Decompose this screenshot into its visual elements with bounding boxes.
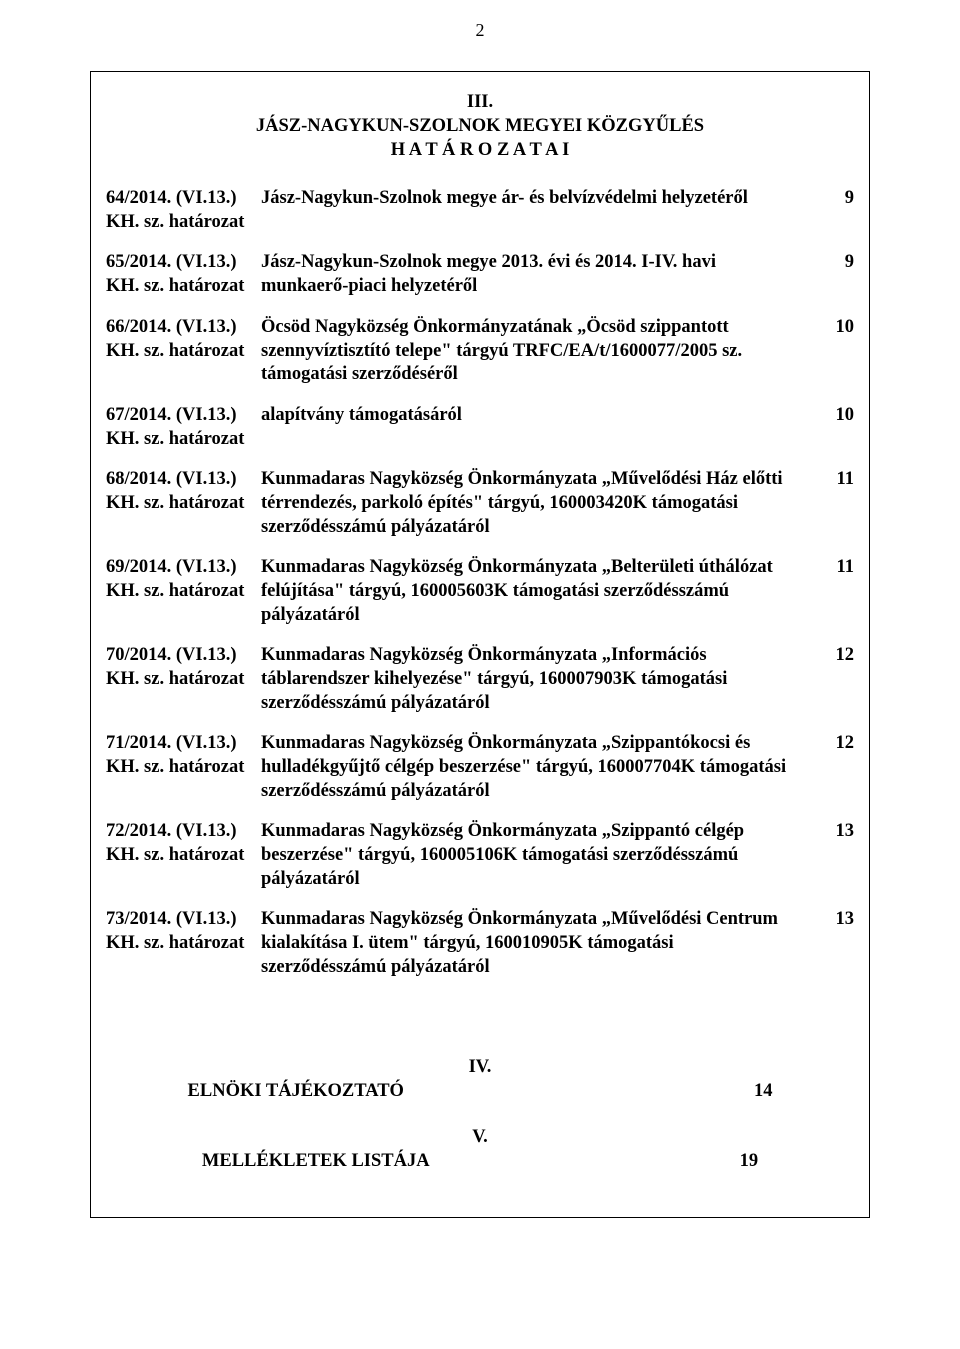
page-number: 2	[90, 20, 870, 41]
resolution-page: 11	[809, 467, 855, 555]
resolution-desc: Öcsöd Nagyközség Önkormányzatának „Öcsöd…	[260, 315, 809, 403]
resolution-page: 12	[809, 643, 855, 731]
resolution-ref: 64/2014. (VI.13.)KH. sz. határozat	[105, 186, 260, 250]
section-3-title-line1: JÁSZ-NAGYKUN-SZOLNOK MEGYEI KÖZGYŰLÉS	[105, 114, 855, 138]
resolution-page: 10	[809, 403, 855, 467]
section-5-page: 19	[740, 1149, 759, 1173]
resolution-desc: Kunmadaras Nagyközség Önkormányzata „Szi…	[260, 731, 809, 819]
table-row: 66/2014. (VI.13.)KH. sz. határozatÖcsöd …	[105, 315, 855, 403]
table-row: 70/2014. (VI.13.)KH. sz. határozatKunmad…	[105, 643, 855, 731]
resolution-page: 12	[809, 731, 855, 819]
resolution-desc: Jász-Nagykun-Szolnok megye ár- és belvíz…	[260, 186, 809, 250]
section-4-title: ELNÖKI TÁJÉKOZTATÓ	[188, 1079, 404, 1103]
resolution-page: 13	[809, 907, 855, 995]
toc-table: 64/2014. (VI.13.)KH. sz. határozatJász-N…	[105, 186, 855, 995]
resolution-ref: 66/2014. (VI.13.)KH. sz. határozat	[105, 315, 260, 403]
footer-sections: IV. ELNÖKI TÁJÉKOZTATÓ 14 V. MELLÉKLETEK…	[105, 1055, 855, 1173]
resolution-desc: Jász-Nagykun-Szolnok megye 2013. évi és …	[260, 250, 809, 314]
section-5-title: MELLÉKLETEK LISTÁJA	[202, 1149, 430, 1173]
resolution-desc: Kunmadaras Nagyközség Önkormányzata „Műv…	[260, 907, 809, 995]
table-row: 72/2014. (VI.13.)KH. sz. határozatKunmad…	[105, 819, 855, 907]
resolution-desc: Kunmadaras Nagyközség Önkormányzata „Szi…	[260, 819, 809, 907]
resolution-desc: Kunmadaras Nagyközség Önkormányzata „Inf…	[260, 643, 809, 731]
resolution-ref: 71/2014. (VI.13.)KH. sz. határozat	[105, 731, 260, 819]
resolution-ref: 65/2014. (VI.13.)KH. sz. határozat	[105, 250, 260, 314]
section-4: IV. ELNÖKI TÁJÉKOZTATÓ 14	[105, 1055, 855, 1103]
table-row: 68/2014. (VI.13.)KH. sz. határozatKunmad…	[105, 467, 855, 555]
resolution-page: 9	[809, 186, 855, 250]
table-row: 71/2014. (VI.13.)KH. sz. határozatKunmad…	[105, 731, 855, 819]
table-row: 64/2014. (VI.13.)KH. sz. határozatJász-N…	[105, 186, 855, 250]
section-5: V. MELLÉKLETEK LISTÁJA 19	[105, 1125, 855, 1173]
section-4-page: 14	[754, 1079, 773, 1103]
table-row: 73/2014. (VI.13.)KH. sz. határozatKunmad…	[105, 907, 855, 995]
resolution-page: 10	[809, 315, 855, 403]
section-3-num: III.	[105, 90, 855, 114]
table-row: 65/2014. (VI.13.)KH. sz. határozatJász-N…	[105, 250, 855, 314]
resolution-desc: alapítvány támogatásáról	[260, 403, 809, 467]
resolution-page: 11	[809, 555, 855, 643]
resolution-desc: Kunmadaras Nagyközség Önkormányzata „Műv…	[260, 467, 809, 555]
resolution-desc: Kunmadaras Nagyközség Önkormányzata „Bel…	[260, 555, 809, 643]
table-row: 69/2014. (VI.13.)KH. sz. határozatKunmad…	[105, 555, 855, 643]
section-4-num: IV.	[105, 1055, 855, 1079]
resolution-ref: 70/2014. (VI.13.)KH. sz. határozat	[105, 643, 260, 731]
section-3-title-line2: H A T Á R O Z A T A I	[105, 138, 855, 162]
resolution-page: 9	[809, 250, 855, 314]
section-5-num: V.	[105, 1125, 855, 1149]
resolution-ref: 72/2014. (VI.13.)KH. sz. határozat	[105, 819, 260, 907]
resolution-page: 13	[809, 819, 855, 907]
table-row: 67/2014. (VI.13.)KH. sz. határozatalapít…	[105, 403, 855, 467]
resolution-ref: 67/2014. (VI.13.)KH. sz. határozat	[105, 403, 260, 467]
resolution-ref: 69/2014. (VI.13.)KH. sz. határozat	[105, 555, 260, 643]
resolution-ref: 68/2014. (VI.13.)KH. sz. határozat	[105, 467, 260, 555]
document-page: 2 III. JÁSZ-NAGYKUN-SZOLNOK MEGYEI KÖZGY…	[0, 0, 960, 1258]
resolution-ref: 73/2014. (VI.13.)KH. sz. határozat	[105, 907, 260, 995]
content-box: III. JÁSZ-NAGYKUN-SZOLNOK MEGYEI KÖZGYŰL…	[90, 71, 870, 1218]
section-3-header: III. JÁSZ-NAGYKUN-SZOLNOK MEGYEI KÖZGYŰL…	[105, 90, 855, 162]
